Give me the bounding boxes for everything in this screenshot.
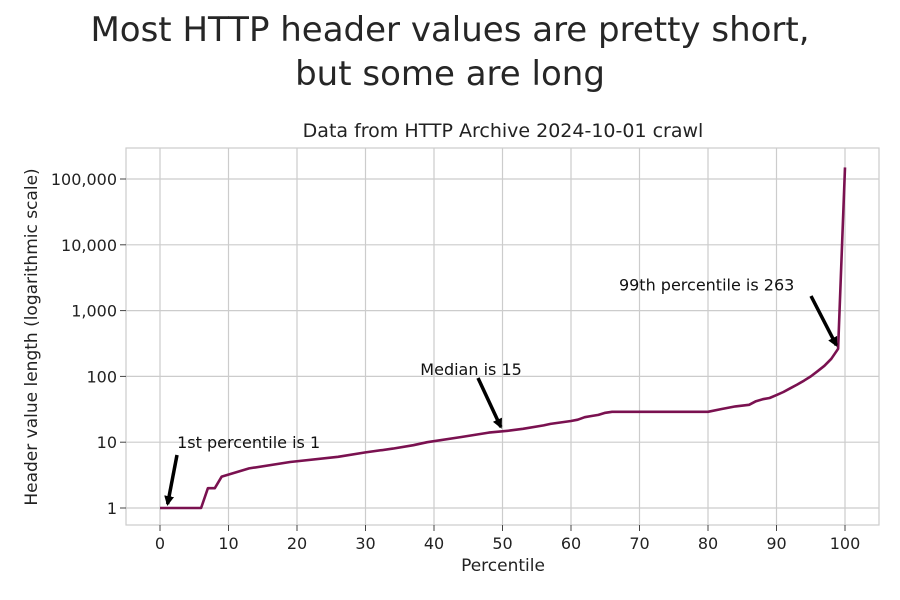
annotation-arrow [809, 295, 838, 347]
y-tick-label: 1,000 [71, 302, 117, 321]
chart-title-line-1: Most HTTP header values are pretty short… [90, 10, 810, 50]
series-line [160, 167, 847, 510]
x-tick-label: 60 [561, 534, 581, 553]
x-tick-label: 80 [698, 534, 718, 553]
y-tick-label: 1 [107, 499, 117, 518]
annotation-arrow [164, 454, 179, 507]
x-tick-label: 50 [492, 534, 512, 553]
annotations: 1st percentile is 1 Median is 15 99th perc… [164, 275, 838, 507]
x-axis-label: Percentile [461, 556, 545, 576]
chart-subtitle: Data from HTTP Archive 2024-10-01 crawl [303, 120, 704, 142]
y-axis-label: Header value length (logarithmic scale) [22, 168, 42, 505]
x-tick-label: 90 [766, 534, 786, 553]
y-tick-label: 10,000 [61, 236, 117, 255]
x-tick-label: 20 [287, 534, 307, 553]
x-axis-ticks: 0 10 20 30 40 50 60 70 80 90 100 [155, 525, 860, 553]
x-tick-label: 100 [830, 534, 861, 553]
annotation-text: Median is 15 [420, 360, 522, 379]
x-tick-label: 70 [629, 534, 649, 553]
y-tick-label: 100 [86, 367, 117, 386]
annotation-text: 99th percentile is 263 [619, 275, 794, 294]
x-tick-label: 0 [155, 534, 165, 553]
annotation-arrow [476, 377, 503, 429]
y-tick-label: 100,000 [51, 170, 117, 189]
grid-lines [126, 148, 879, 525]
chart-title-line-2: but some are long [295, 54, 605, 94]
y-tick-label: 10 [97, 433, 117, 452]
x-tick-label: 10 [218, 534, 238, 553]
annotation-text: 1st percentile is 1 [177, 433, 320, 452]
x-tick-label: 40 [424, 534, 444, 553]
y-axis-ticks: 1 10 100 1,000 10,000 100,000 [51, 170, 126, 518]
chart-title: Most HTTP header values are pretty short… [0, 8, 900, 96]
x-tick-label: 30 [355, 534, 375, 553]
